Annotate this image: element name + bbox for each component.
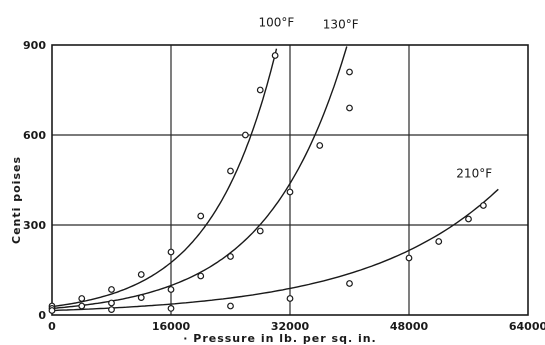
series-label: 130°F [323,18,359,32]
data-point [167,286,175,293]
data-point [108,286,115,293]
data-point [256,227,264,235]
x-tick-label: 32000 [271,320,310,333]
data-point [48,307,56,314]
data-point [286,188,294,196]
grid-layer [52,45,528,315]
series-line-0 [51,48,278,308]
series-line-1 [51,46,348,310]
data-point [227,253,234,260]
y-tick-label: 0 [38,309,46,322]
data-point [479,202,487,209]
y-tick-label: 300 [23,219,46,232]
series-label: 100°F [259,16,295,30]
data-point [197,212,205,220]
data-point [435,238,443,245]
data-point [346,68,353,76]
y-tick-label: 900 [23,39,46,52]
tick-labels: 0 16000 32000 48000 64000 0 300 600 900 [23,39,545,333]
y-axis-title: Centi poises [10,156,23,244]
series-layer [51,46,499,312]
data-point [108,299,115,307]
x-tick-label: 16000 [152,320,191,333]
data-point [197,272,205,280]
data-point [271,52,279,59]
data-point [346,104,353,112]
y-tick-label: 600 [23,129,46,142]
plot-frame [51,44,529,316]
data-point [256,86,264,94]
data-point [227,167,234,175]
data-point [465,215,472,223]
x-tick-label: 48000 [390,320,429,333]
data-point [78,302,86,310]
points-layer [48,52,487,314]
series-label: 210°F [456,166,492,180]
data-point [316,142,324,149]
data-point [346,280,353,287]
data-point [286,295,294,302]
data-point [227,302,234,310]
data-point [167,305,175,312]
data-point [241,131,249,139]
series-line-2 [51,188,499,312]
data-point [137,294,145,302]
x-tick-label: 0 [48,320,56,333]
x-tick-label: 64000 [509,320,545,333]
data-point [167,248,175,256]
data-point [137,271,145,278]
x-axis-title: · Pressure in lb. per sq. in. [183,332,376,345]
data-point [108,306,115,314]
data-point [78,295,86,302]
data-point [405,254,413,262]
series-labels: 100°F 130°F 210°F [259,16,493,181]
